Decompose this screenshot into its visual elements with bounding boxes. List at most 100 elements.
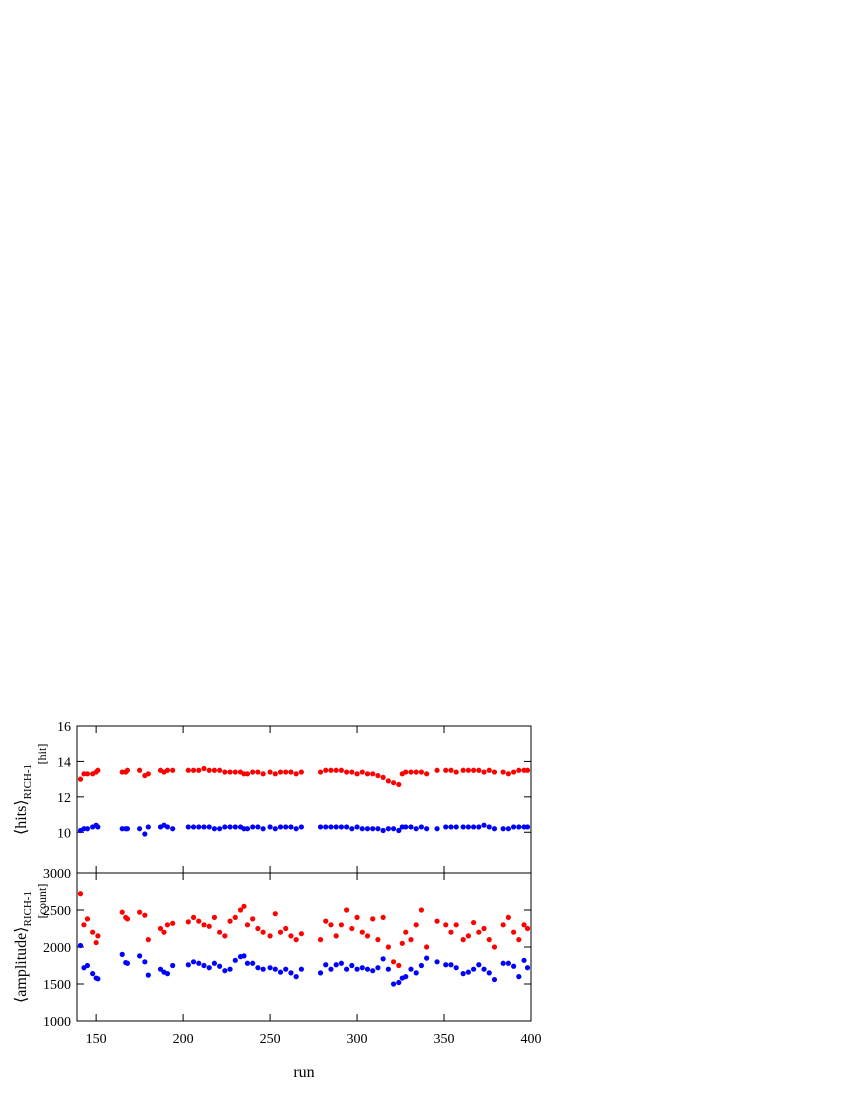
- data-point: [354, 824, 360, 830]
- data-point: [185, 962, 191, 968]
- data-point: [511, 963, 517, 969]
- data-point: [77, 891, 84, 897]
- data-point: [206, 923, 212, 929]
- data-point: [260, 826, 266, 832]
- data-point: [465, 824, 471, 830]
- data-point: [293, 937, 299, 943]
- data-point: [277, 929, 284, 935]
- data-point: [227, 918, 233, 924]
- data-point: [380, 827, 386, 834]
- data-point: [349, 826, 355, 832]
- data-point: [237, 907, 244, 913]
- y-tick-label: 1500: [43, 978, 71, 993]
- data-point: [476, 824, 482, 830]
- data-point: [288, 970, 294, 976]
- data-point: [338, 824, 344, 830]
- x-axis-label: run: [293, 1064, 314, 1081]
- data-point: [298, 931, 304, 937]
- data-point: [390, 981, 397, 987]
- data-point: [524, 965, 531, 971]
- data-point: [272, 826, 278, 832]
- data-point: [95, 933, 101, 939]
- data-point: [157, 925, 164, 932]
- x-tick-label: 300: [347, 1032, 368, 1047]
- data-point: [119, 951, 125, 958]
- data-point: [298, 966, 304, 972]
- data-point: [375, 826, 381, 832]
- data-point: [359, 965, 365, 971]
- data-point: [232, 769, 238, 775]
- data-point: [344, 907, 350, 913]
- data-point: [413, 826, 419, 832]
- data-point: [164, 824, 171, 830]
- data-point: [255, 769, 261, 775]
- data-point: [84, 826, 91, 832]
- data-point: [344, 769, 350, 775]
- y-axis-label-main: ⟨hits⟩: [13, 799, 30, 835]
- data-point: [448, 962, 454, 968]
- data-point: [333, 824, 339, 830]
- data-point: [241, 903, 247, 909]
- data-point: [511, 824, 517, 830]
- data-point: [491, 976, 498, 983]
- data-point: [227, 966, 233, 972]
- data-point: [470, 824, 477, 830]
- data-point: [232, 957, 238, 963]
- data-point: [201, 765, 207, 772]
- data-point: [516, 974, 522, 980]
- data-point: [338, 767, 344, 773]
- data-point: [385, 826, 391, 832]
- data-point: [190, 767, 197, 773]
- data-point: [344, 966, 350, 972]
- data-point: [283, 824, 289, 830]
- data-point: [164, 971, 171, 977]
- data-point: [516, 937, 522, 943]
- y-tick-label: 10: [57, 826, 71, 841]
- data-point: [465, 969, 471, 975]
- data-point: [364, 826, 371, 832]
- data-point: [418, 907, 425, 913]
- data-point: [119, 909, 125, 915]
- data-point: [500, 769, 506, 775]
- data-point: [500, 960, 506, 966]
- data-point: [260, 771, 266, 777]
- data-point: [524, 824, 531, 830]
- data-point: [90, 971, 96, 977]
- data-point: [375, 937, 381, 943]
- data-point: [170, 826, 176, 832]
- data-point: [277, 969, 284, 975]
- data-point: [293, 771, 299, 777]
- data-point: [448, 824, 454, 830]
- data-point: [217, 963, 223, 969]
- data-point: [443, 922, 449, 928]
- data-point: [250, 769, 256, 775]
- data-point: [196, 767, 202, 773]
- data-point: [359, 929, 365, 935]
- data-point: [413, 769, 419, 775]
- data-point: [298, 769, 304, 775]
- data-point: [206, 965, 212, 971]
- data-point: [211, 767, 218, 773]
- data-point: [399, 940, 405, 946]
- data-point: [380, 914, 386, 921]
- data-point: [293, 826, 299, 832]
- data-point: [77, 776, 84, 782]
- y-axis-unit: [count]: [35, 884, 49, 919]
- data-point: [408, 824, 414, 830]
- data-point: [145, 771, 151, 777]
- data-point: [396, 781, 402, 788]
- data-point: [380, 774, 386, 780]
- y-tick-label: 3000: [43, 867, 71, 882]
- data-point: [222, 769, 228, 775]
- data-point: [84, 916, 91, 922]
- data-point: [272, 966, 278, 972]
- data-point: [481, 769, 487, 775]
- data-point: [217, 767, 223, 773]
- data-point: [424, 826, 430, 832]
- data-point: [460, 767, 466, 773]
- data-point: [403, 824, 409, 830]
- data-point: [486, 767, 492, 773]
- data-point: [460, 971, 466, 977]
- data-point: [95, 767, 101, 773]
- data-point: [201, 824, 207, 830]
